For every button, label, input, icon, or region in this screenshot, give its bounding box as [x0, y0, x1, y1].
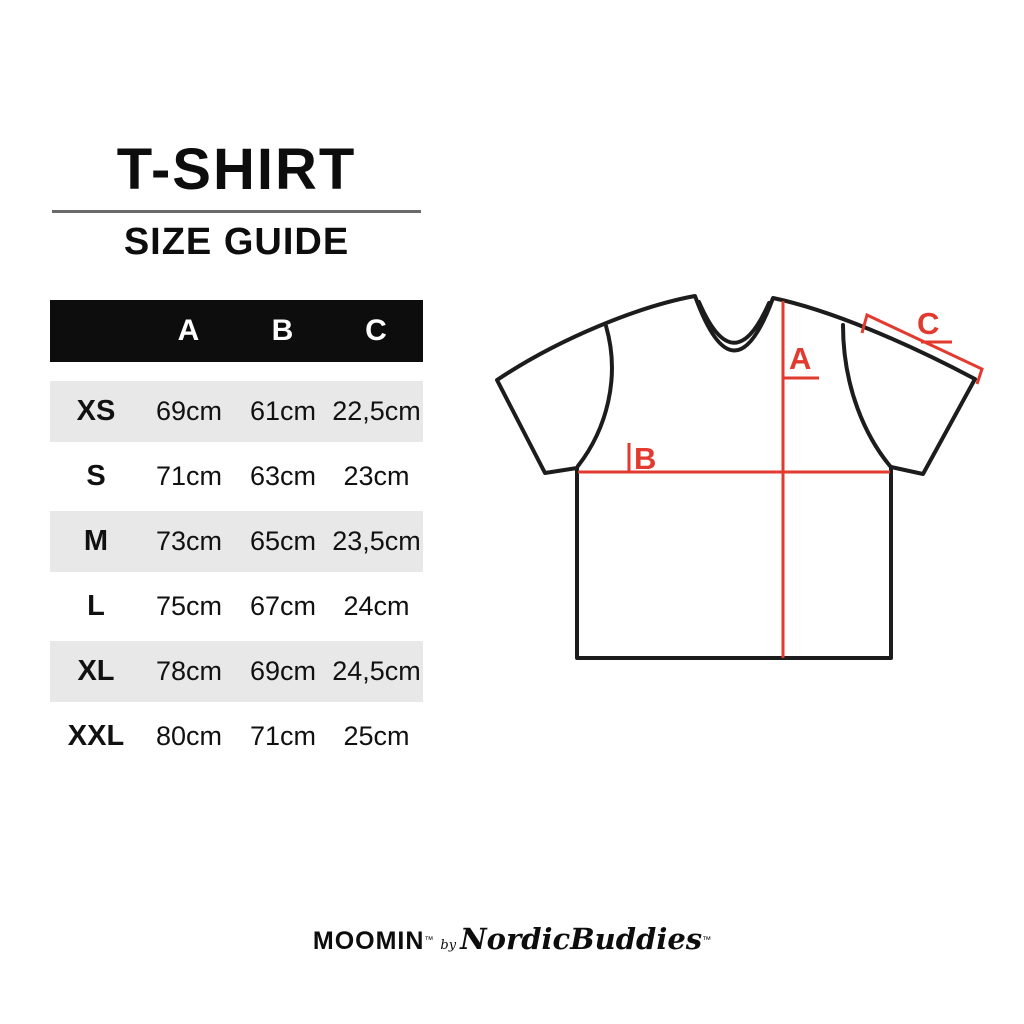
measure-cell-c: 23cm	[343, 461, 410, 491]
page-subtitle: SIZE GUIDE	[123, 221, 350, 263]
measure-cell-b: 65cm	[249, 526, 317, 556]
measure-cell-b: 67cm	[249, 591, 317, 621]
table-header-row: A B C	[50, 300, 423, 362]
measure-cell-c: 23,5cm	[332, 526, 421, 556]
table-row-xs: XS 69cm 61cm 22,5cm	[50, 381, 423, 442]
measure-label-b: B	[634, 441, 656, 476]
collar-inner-line	[697, 300, 771, 345]
size-cell: M	[83, 525, 109, 557]
measure-cell-c: 24cm	[343, 591, 410, 621]
measure-cell-a: 80cm	[155, 721, 223, 751]
table-row-l: L 75cm 67cm 24cm	[50, 576, 423, 637]
title-block: T-SHIRT SIZE GUIDE	[48, 137, 425, 263]
right-armhole-seam	[841, 323, 892, 468]
measure-cell-a: 78cm	[155, 656, 223, 686]
tshirt-outline	[495, 294, 977, 660]
table-body: XS 69cm 61cm 22,5cm S 71cm 63cm 23cm M 7…	[50, 381, 423, 767]
measure-cell-b: 71cm	[249, 721, 317, 751]
measure-cell-c: 25cm	[343, 721, 410, 751]
measure-label-c: C	[917, 306, 939, 341]
left-armhole-seam	[576, 324, 614, 468]
header-col-a: A	[177, 314, 201, 347]
size-cell: XXL	[67, 720, 125, 752]
size-cell: XS	[76, 395, 116, 427]
page-title: T-SHIRT	[116, 137, 357, 202]
measure-cell-b: 69cm	[249, 656, 317, 686]
brand-footer: MOOMIN™ by NordicBuddies™	[0, 922, 1024, 956]
size-cell: XL	[77, 655, 115, 687]
size-cell: S	[86, 460, 106, 492]
measure-cell-a: 71cm	[155, 461, 223, 491]
measure-cell-c: 24,5cm	[332, 656, 421, 686]
table-row-s: S 71cm 63cm 23cm	[50, 446, 423, 507]
footer-by-text: by	[440, 938, 457, 953]
measure-cell-a: 73cm	[155, 526, 223, 556]
measure-cell-c: 22,5cm	[332, 396, 421, 426]
table-row-m: M 73cm 65cm 23,5cm	[50, 511, 423, 572]
header-col-c: C	[365, 314, 388, 347]
nordicbuddies-logo: NordicBuddies	[460, 922, 703, 956]
header-col-b: B	[271, 314, 295, 347]
measure-cell-b: 63cm	[249, 461, 317, 491]
title-divider	[52, 210, 421, 213]
size-cell: L	[87, 590, 105, 622]
measure-cell-a: 75cm	[155, 591, 223, 621]
nordicbuddies-trademark: ™	[702, 934, 712, 945]
table-row-xxl: XXL 80cm 71cm 25cm	[50, 706, 423, 767]
moomin-logo: MOOMIN	[312, 927, 425, 955]
size-table: A B C XS 69cm 61cm 22,5cm S 71cm 63cm 23…	[50, 300, 423, 771]
measure-cell-b: 61cm	[249, 396, 317, 426]
tshirt-measurement-diagram: A B C	[495, 294, 984, 660]
measure-label-a: A	[789, 341, 811, 376]
table-row-xl: XL 78cm 69cm 24,5cm	[50, 641, 423, 702]
moomin-trademark: ™	[424, 934, 434, 945]
measure-cell-a: 69cm	[155, 396, 223, 426]
